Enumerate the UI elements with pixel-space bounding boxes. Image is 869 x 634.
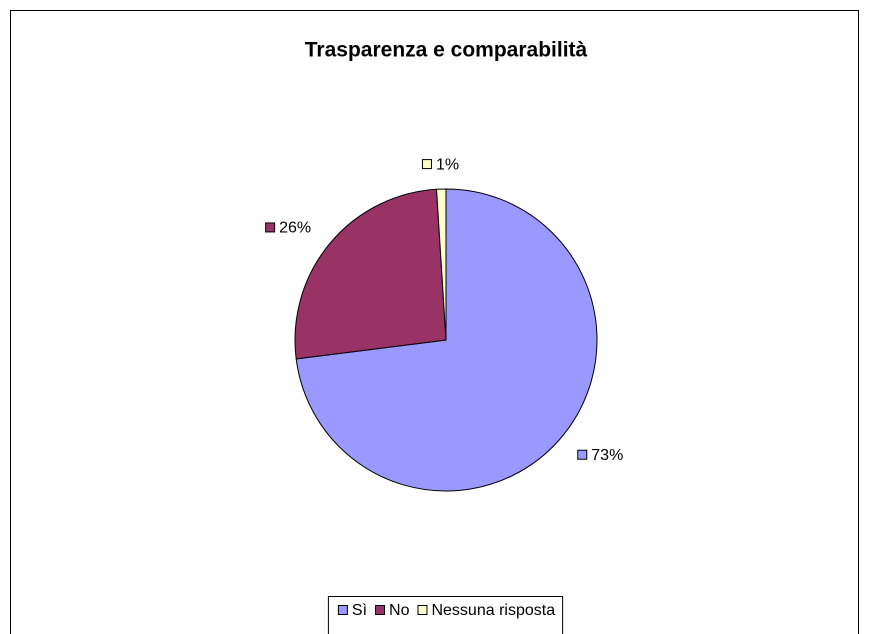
data-label-key — [577, 449, 588, 460]
data-label: 26% — [279, 220, 311, 237]
legend-label: Sì — [352, 602, 367, 619]
legend-swatch — [337, 605, 348, 615]
legend-label: Nessuna risposta — [431, 602, 555, 619]
data-label-key — [421, 159, 432, 170]
pie-slice — [295, 188, 598, 492]
data-label: 73% — [591, 447, 623, 464]
data-label-key — [265, 222, 276, 233]
legend: Sì No Nessuna risposta — [327, 596, 564, 634]
data-label: 1% — [436, 156, 459, 173]
pie-slice — [294, 188, 447, 360]
legend-swatch — [417, 605, 428, 615]
legend-box — [327, 596, 564, 634]
legend-swatch — [375, 605, 386, 615]
legend-label: No — [389, 602, 410, 619]
chart-title: Trasparenza e comparabilità — [305, 39, 588, 62]
pie-slice — [435, 188, 447, 341]
